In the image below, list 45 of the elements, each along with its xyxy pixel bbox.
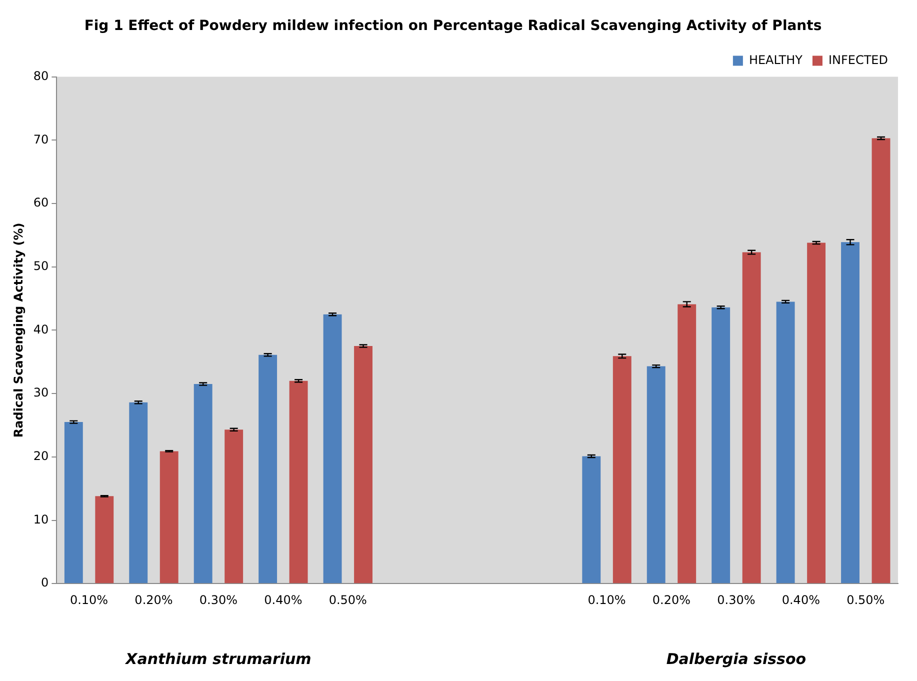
bar: [646, 366, 666, 584]
bar: [95, 496, 114, 584]
bar: [776, 302, 795, 584]
x-tick-label: 0.10%: [70, 592, 108, 607]
x-tick-label: 0.50%: [846, 592, 885, 607]
x-tick-label: 0.20%: [134, 592, 173, 607]
chart-title: Fig 1 Effect of Powdery mildew infection on Percentage Radical Scavenging Activity of Plants: [84, 18, 822, 34]
y-tick-label: 50: [33, 258, 49, 273]
x-tick-label: 0.30%: [717, 592, 756, 607]
bar: [258, 354, 278, 584]
y-tick-label: 80: [33, 68, 49, 83]
x-tick-label: 0.40%: [782, 592, 820, 607]
y-tick-label: 30: [33, 386, 49, 400]
bar: [807, 242, 826, 584]
bar: [678, 304, 696, 584]
text: Xanthium strumarium: [124, 650, 312, 668]
y-tick-label: 40: [33, 322, 49, 336]
bar: [742, 252, 761, 584]
y-axis-title: Radical Scavenging Activity (%): [11, 222, 26, 438]
x-tick-label: 0.50%: [328, 592, 367, 607]
text: Dalbergia sissoo: [666, 650, 806, 668]
bar: [582, 456, 601, 584]
x-tick-label: 0.30%: [199, 592, 238, 607]
x-tick-label: 0.10%: [588, 592, 626, 607]
y-tick-label: 60: [33, 196, 49, 210]
bar: [354, 346, 372, 584]
bar: [712, 307, 730, 584]
bar: [160, 451, 178, 584]
y-tick-label: 70: [33, 132, 49, 146]
y-tick-label: 0: [41, 576, 49, 590]
bar: [224, 430, 244, 584]
bar: [129, 402, 148, 584]
bar: [323, 314, 342, 584]
bar: [841, 242, 860, 584]
x-tick-label: 0.20%: [652, 592, 691, 607]
x-tick-label: 0.40%: [264, 592, 302, 607]
bar: [289, 380, 308, 584]
y-tick-label: 20: [33, 449, 49, 464]
bar: [872, 138, 890, 584]
bar: [64, 422, 83, 584]
bar: [194, 384, 212, 584]
bar: [612, 356, 632, 584]
legend-label: INFECTED: [828, 52, 888, 67]
y-tick-label: 10: [33, 512, 49, 526]
legend-label: HEALTHY: [748, 52, 804, 67]
